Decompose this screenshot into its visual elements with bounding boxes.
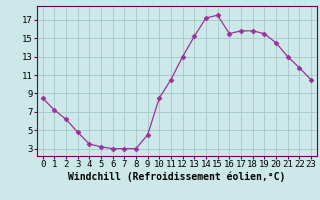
X-axis label: Windchill (Refroidissement éolien,°C): Windchill (Refroidissement éolien,°C) — [68, 172, 285, 182]
